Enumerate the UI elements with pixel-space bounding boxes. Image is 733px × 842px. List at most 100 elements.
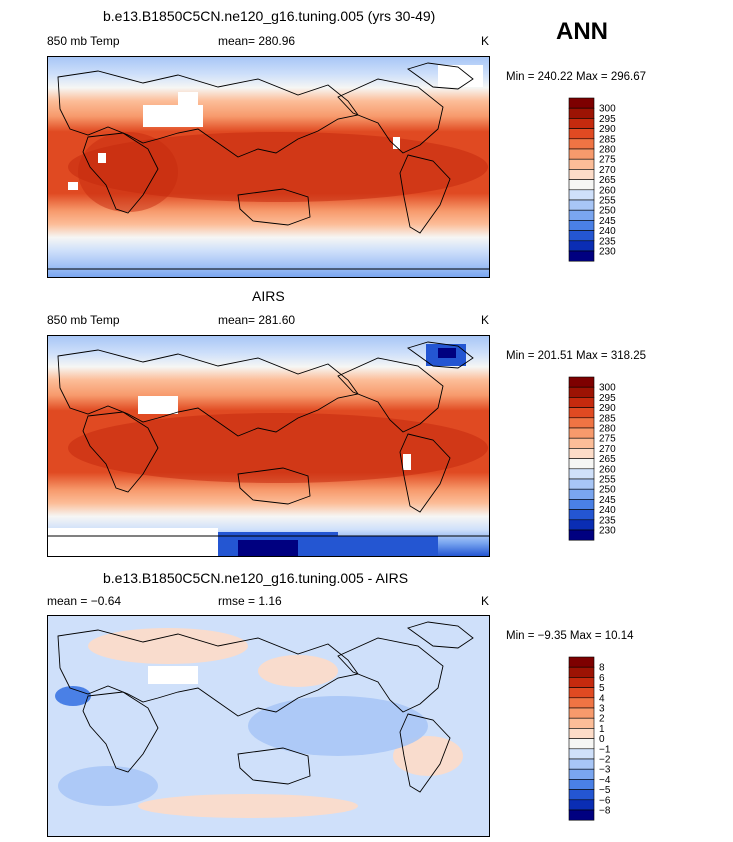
panel2-colorbar-swatch <box>568 478 595 490</box>
panel2-colorbar-tick-label: 290 <box>599 403 616 414</box>
panel3-colorbar-tick-label: −8 <box>599 806 611 817</box>
panel2-colorbar-swatch <box>568 417 595 429</box>
panel3-mean: mean = −0.64 <box>47 594 122 608</box>
panel2-colorbar-tick-label: 255 <box>599 475 616 486</box>
panel1-colorbar-swatch <box>568 250 595 262</box>
panel2-variable: 850 mb Temp <box>47 313 120 327</box>
panel2-colorbar-swatch <box>568 386 595 398</box>
panel3-colorbar-swatch <box>568 809 595 821</box>
panel3-colorbar-tick-label: 8 <box>599 663 605 674</box>
panel3-colorbar-swatch <box>568 717 595 729</box>
panel1-colorbar-swatch <box>568 97 595 109</box>
panel2-colorbar-swatch <box>568 519 595 531</box>
panel2-colorbar-swatch <box>568 427 595 439</box>
panel1-colorbar: 300 295 290 285 280 275 270 265 260 255 250 245 240 2… <box>568 97 629 278</box>
panel1-colorbar-tick-label: 255 <box>599 196 616 207</box>
panel3-colorbar-swatch <box>568 738 595 750</box>
panel1-colorbar-tick-label: 275 <box>599 155 616 166</box>
panel1-units: K <box>481 34 490 48</box>
panel1-colorbar-tick-label: 285 <box>599 134 616 145</box>
panel3-colorbar-swatch <box>568 748 595 760</box>
panel3-colorbar-swatch <box>568 687 595 699</box>
panel2-colorbar-tick-label: 275 <box>599 434 616 445</box>
panel3-colorbar-tick-label: −1 <box>599 744 611 755</box>
panel2-colorbar-tick-label: 280 <box>599 424 616 435</box>
panel3-colorbar-swatch <box>568 789 595 801</box>
panel2-colorbar-swatch <box>568 448 595 459</box>
panel3-colorbar-tick-label: −3 <box>599 765 611 776</box>
panel1-colorbar-tick-label: 235 <box>599 236 616 247</box>
panel3-minmax: Min = −9.35 Max = 10.14 <box>506 630 634 642</box>
panel2-minmax: Min = 201.51 Max = 318.25 <box>506 350 647 362</box>
panel1-colorbar-swatch <box>568 220 595 231</box>
panel2-colorbar-swatch <box>568 376 595 388</box>
panel2-colorbar-swatch <box>568 499 595 510</box>
panel2-colorbar-swatch <box>568 529 595 541</box>
panel2-colorbar-tick-label: 240 <box>599 505 616 516</box>
panel1-colorbar-tick-label: 265 <box>599 175 616 186</box>
panel2-mean: mean= 281.60 <box>218 313 296 327</box>
panel1-minmax: Min = 240.22 Max = 296.67 <box>506 71 647 83</box>
panel1-colorbar-swatch <box>568 107 595 119</box>
panel1-map <box>47 56 490 278</box>
panel1-mean: mean= 280.96 <box>218 34 296 48</box>
panel1-colorbar-tick-label: 280 <box>599 145 616 156</box>
panel3-colorbar-swatch <box>568 799 595 811</box>
panel2-colorbar-swatch <box>568 468 595 480</box>
panel2-colorbar-tick-label: 285 <box>599 413 616 424</box>
panel2-colorbar-swatch <box>568 397 595 408</box>
panel3-colorbar-tick-label: −2 <box>599 755 611 766</box>
panel3-units: K <box>481 594 490 608</box>
panel2-colorbar-tick-label: 295 <box>599 393 616 404</box>
panel3-colorbar-swatch <box>568 656 595 668</box>
panel3-colorbar-tick-label: 1 <box>599 724 605 735</box>
panel2-colorbar-tick-label: 265 <box>599 454 616 465</box>
panel1-colorbar-tick-label: 230 <box>599 247 616 258</box>
panel1-variable: 850 mb Temp <box>47 34 120 48</box>
panel2-colorbar-tick-label: 230 <box>599 526 616 537</box>
panel1-colorbar-swatch <box>568 199 595 211</box>
panel2-map <box>47 335 490 557</box>
panel3-colorbar-swatch <box>568 666 595 678</box>
panel3-colorbar: 8 6 5 4 3 2 1 0 −1 −2 −3 −4 −5 −6 −8 <box>568 656 629 837</box>
panel3-colorbar-swatch <box>568 779 595 790</box>
panel2-colorbar-swatch <box>568 488 595 500</box>
panel3-title: b.e13.B1850C5CN.ne120_g16.tuning.005 - A… <box>103 570 409 586</box>
panel3-colorbar-swatch <box>568 697 595 709</box>
panel1-colorbar-tick-label: 270 <box>599 165 616 176</box>
panel2-colorbar-tick-label: 245 <box>599 495 616 506</box>
panel2-colorbar: 300 295 290 285 280 275 270 265 260 255 250 245 240 2… <box>568 376 629 557</box>
panel1-colorbar-swatch <box>568 148 595 160</box>
panel2-colorbar-swatch <box>568 458 595 470</box>
panel1-colorbar-swatch <box>568 189 595 201</box>
panel1-colorbar-tick-label: 300 <box>599 104 616 115</box>
panel2-colorbar-tick-label: 250 <box>599 485 616 496</box>
panel2-colorbar-tick-label: 270 <box>599 444 616 455</box>
panel3-map <box>47 615 490 837</box>
panel3-colorbar-tick-label: 3 <box>599 704 605 715</box>
panel1-colorbar-swatch <box>568 128 595 140</box>
panel1-colorbar-swatch <box>568 169 595 180</box>
panel3-colorbar-tick-label: −5 <box>599 785 611 796</box>
panel1-colorbar-tick-label: 240 <box>599 226 616 237</box>
panel2-title: AIRS <box>252 288 285 304</box>
panel3-colorbar-swatch <box>568 728 595 739</box>
panel3-colorbar-tick-label: 2 <box>599 714 605 725</box>
panel2-colorbar-swatch <box>568 509 595 521</box>
season-label: ANN <box>556 18 608 45</box>
panel3-colorbar-tick-label: 0 <box>599 734 605 745</box>
panel1-colorbar-tick-label: 260 <box>599 185 616 196</box>
panel3-colorbar-tick-label: −6 <box>599 795 611 806</box>
panel1-colorbar-tick-label: 290 <box>599 124 616 135</box>
panel3-colorbar-tick-label: −4 <box>599 775 611 786</box>
panel1-colorbar-tick-label: 295 <box>599 114 616 125</box>
panel1-colorbar-swatch <box>568 240 595 252</box>
panel1-colorbar-swatch <box>568 209 595 221</box>
panel2-colorbar-tick-label: 235 <box>599 515 616 526</box>
panel3-colorbar-tick-label: 4 <box>599 693 605 704</box>
panel2-colorbar-tick-label: 300 <box>599 383 616 394</box>
panel1-colorbar-swatch <box>568 118 595 129</box>
panel3-colorbar-swatch <box>568 707 595 719</box>
panel3-colorbar-tick-label: 6 <box>599 673 605 684</box>
panel1-colorbar-tick-label: 245 <box>599 216 616 227</box>
